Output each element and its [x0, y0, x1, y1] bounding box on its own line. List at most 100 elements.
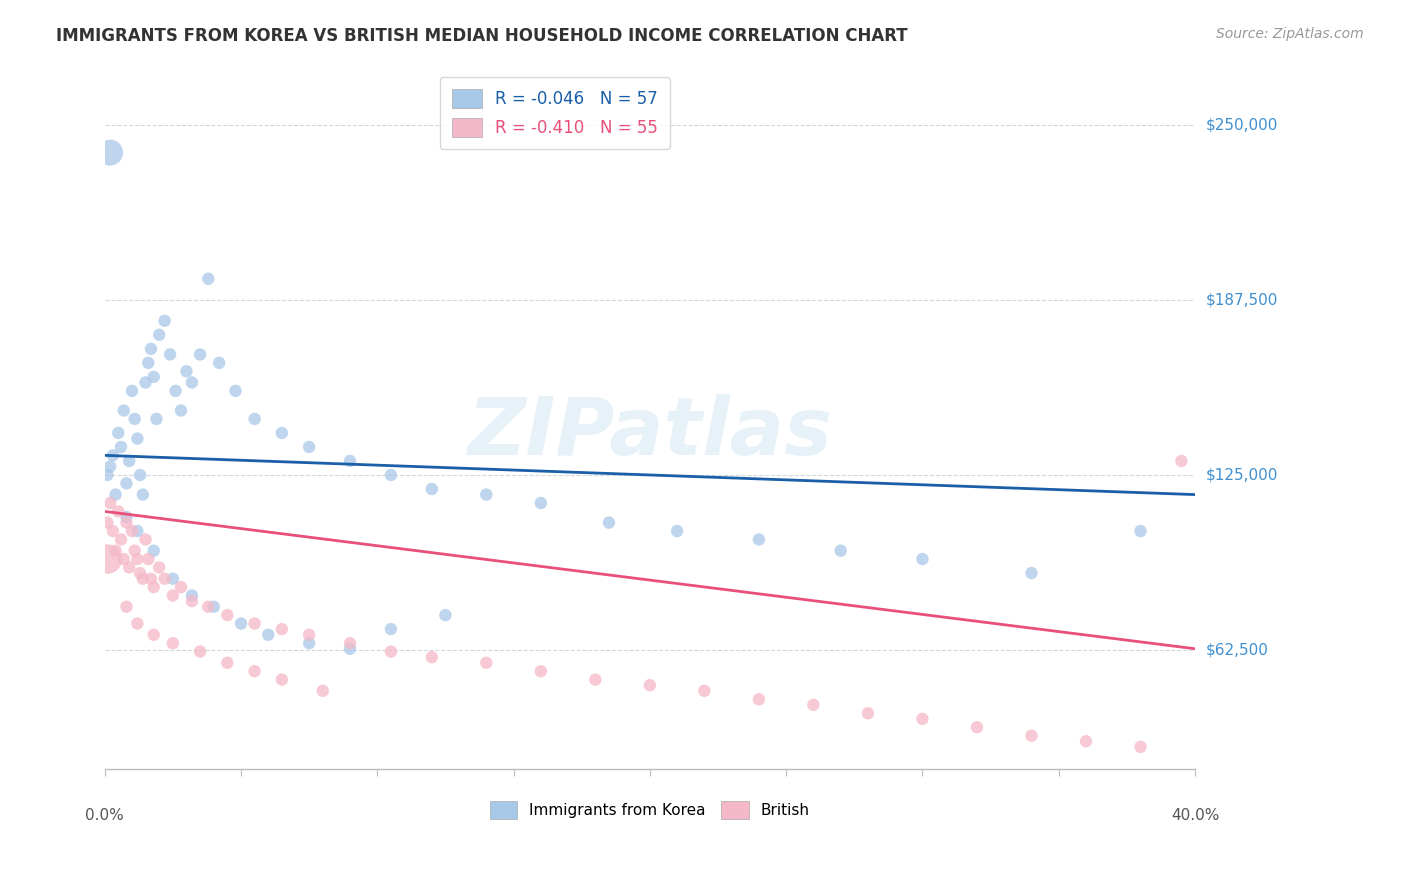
Point	[475, 487, 498, 501]
Point	[132, 572, 155, 586]
Point	[180, 589, 202, 603]
Point	[110, 533, 132, 547]
Point	[142, 543, 165, 558]
Point	[101, 524, 124, 538]
Point	[1021, 729, 1043, 743]
Point	[180, 376, 202, 390]
Point	[142, 580, 165, 594]
Point	[136, 356, 159, 370]
Point	[112, 403, 135, 417]
Text: Source: ZipAtlas.com: Source: ZipAtlas.com	[1216, 27, 1364, 41]
Point	[148, 560, 170, 574]
Point	[170, 403, 193, 417]
Point	[420, 482, 443, 496]
Point	[693, 683, 716, 698]
Point	[748, 533, 770, 547]
Point	[115, 599, 138, 614]
Point	[153, 572, 176, 586]
Point	[312, 683, 335, 698]
Point	[118, 560, 141, 574]
Point	[339, 636, 361, 650]
Point	[748, 692, 770, 706]
Point	[127, 552, 149, 566]
Point	[270, 673, 292, 687]
Point	[339, 454, 361, 468]
Point	[966, 720, 988, 734]
Point	[197, 599, 219, 614]
Point	[475, 656, 498, 670]
Point	[127, 616, 149, 631]
Point	[434, 608, 457, 623]
Point	[1170, 454, 1192, 468]
Point	[1074, 734, 1097, 748]
Text: IMMIGRANTS FROM KOREA VS BRITISH MEDIAN HOUSEHOLD INCOME CORRELATION CHART: IMMIGRANTS FROM KOREA VS BRITISH MEDIAN …	[56, 27, 908, 45]
Point	[176, 364, 198, 378]
Point	[583, 673, 606, 687]
Point	[98, 459, 121, 474]
Point	[243, 664, 266, 678]
Point	[298, 440, 321, 454]
Point	[598, 516, 620, 530]
Point	[142, 628, 165, 642]
Point	[420, 650, 443, 665]
Point	[135, 533, 157, 547]
Point	[162, 572, 184, 586]
Point	[115, 476, 138, 491]
Point	[148, 327, 170, 342]
Point	[1129, 739, 1152, 754]
Point	[380, 644, 402, 658]
Point	[180, 594, 202, 608]
Point	[380, 467, 402, 482]
Point	[115, 516, 138, 530]
Point	[803, 698, 825, 712]
Point	[208, 356, 231, 370]
Point	[96, 552, 118, 566]
Point	[112, 552, 135, 566]
Point	[145, 412, 167, 426]
Point	[225, 384, 247, 398]
Point	[121, 524, 143, 538]
Point	[188, 644, 211, 658]
Point	[202, 599, 225, 614]
Point	[96, 516, 118, 530]
Point	[197, 272, 219, 286]
Text: $62,500: $62,500	[1206, 642, 1270, 657]
Point	[104, 487, 127, 501]
Point	[142, 369, 165, 384]
Point	[856, 706, 879, 721]
Point	[229, 616, 252, 631]
Point	[830, 543, 852, 558]
Point	[96, 467, 118, 482]
Point	[911, 712, 934, 726]
Point	[638, 678, 661, 692]
Point	[1021, 566, 1043, 580]
Point	[115, 510, 138, 524]
Point	[153, 314, 176, 328]
Point	[139, 572, 162, 586]
Point	[243, 616, 266, 631]
Point	[159, 347, 181, 361]
Point	[121, 384, 143, 398]
Point	[132, 487, 155, 501]
Point	[217, 608, 239, 623]
Text: $187,500: $187,500	[1206, 293, 1278, 307]
Point	[124, 412, 146, 426]
Text: ZIPatlas: ZIPatlas	[467, 394, 832, 472]
Point	[101, 448, 124, 462]
Point	[129, 467, 152, 482]
Point	[136, 552, 159, 566]
Point	[188, 347, 211, 361]
Text: $250,000: $250,000	[1206, 117, 1278, 132]
Point	[107, 425, 129, 440]
Point	[270, 622, 292, 636]
Point	[127, 432, 149, 446]
Point	[162, 636, 184, 650]
Legend: Immigrants from Korea, British: Immigrants from Korea, British	[484, 795, 815, 825]
Point	[127, 524, 149, 538]
Point	[339, 641, 361, 656]
Text: 40.0%: 40.0%	[1171, 808, 1219, 823]
Point	[530, 664, 553, 678]
Point	[666, 524, 689, 538]
Point	[270, 425, 292, 440]
Point	[98, 145, 121, 160]
